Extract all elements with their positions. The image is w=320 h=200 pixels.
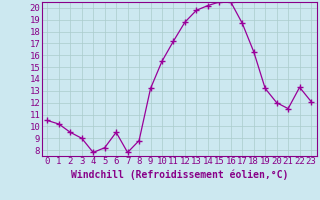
X-axis label: Windchill (Refroidissement éolien,°C): Windchill (Refroidissement éolien,°C) [70,169,288,180]
